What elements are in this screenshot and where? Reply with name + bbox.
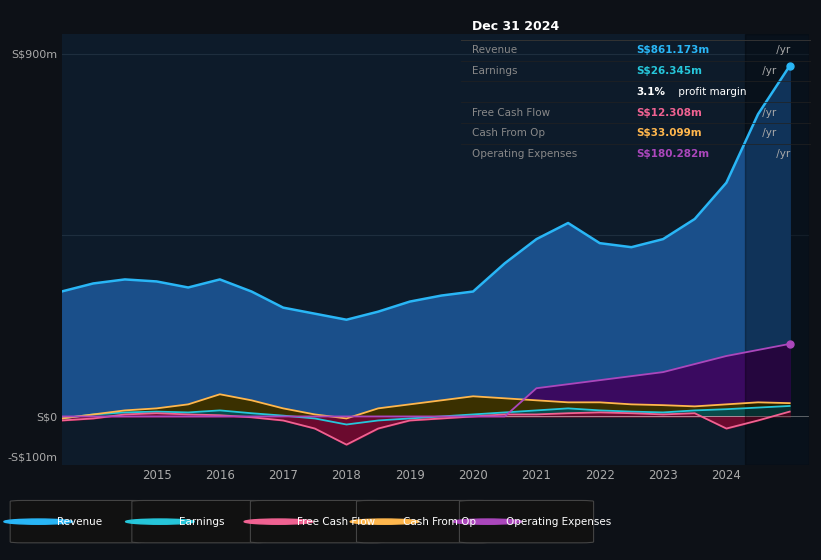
FancyBboxPatch shape: [356, 501, 491, 543]
Text: S$12.308m: S$12.308m: [636, 108, 702, 118]
FancyBboxPatch shape: [460, 501, 594, 543]
Circle shape: [4, 519, 72, 524]
Text: Free Cash Flow: Free Cash Flow: [297, 517, 375, 526]
FancyBboxPatch shape: [132, 501, 266, 543]
Text: Revenue: Revenue: [57, 517, 102, 526]
Circle shape: [126, 519, 195, 524]
FancyBboxPatch shape: [10, 501, 144, 543]
Text: Earnings: Earnings: [472, 66, 517, 76]
Text: Operating Expenses: Operating Expenses: [507, 517, 612, 526]
Text: /yr: /yr: [759, 66, 777, 76]
Text: Operating Expenses: Operating Expenses: [472, 149, 577, 159]
Circle shape: [453, 519, 522, 524]
Text: /yr: /yr: [759, 128, 777, 138]
Text: S$861.173m: S$861.173m: [636, 45, 709, 55]
FancyBboxPatch shape: [250, 501, 384, 543]
Text: S$26.345m: S$26.345m: [636, 66, 702, 76]
Text: profit margin: profit margin: [675, 87, 746, 97]
Bar: [745, 34, 809, 465]
Text: Cash From Op: Cash From Op: [403, 517, 476, 526]
Text: Earnings: Earnings: [179, 517, 224, 526]
Text: /yr: /yr: [773, 149, 790, 159]
Text: S$33.099m: S$33.099m: [636, 128, 702, 138]
Text: /yr: /yr: [773, 45, 790, 55]
Circle shape: [244, 519, 313, 524]
Text: S$180.282m: S$180.282m: [636, 149, 709, 159]
Circle shape: [351, 519, 419, 524]
Text: /yr: /yr: [759, 108, 777, 118]
Text: 3.1%: 3.1%: [636, 87, 665, 97]
Text: Cash From Op: Cash From Op: [472, 128, 545, 138]
Text: Dec 31 2024: Dec 31 2024: [472, 20, 559, 33]
Text: Revenue: Revenue: [472, 45, 517, 55]
Text: Free Cash Flow: Free Cash Flow: [472, 108, 550, 118]
